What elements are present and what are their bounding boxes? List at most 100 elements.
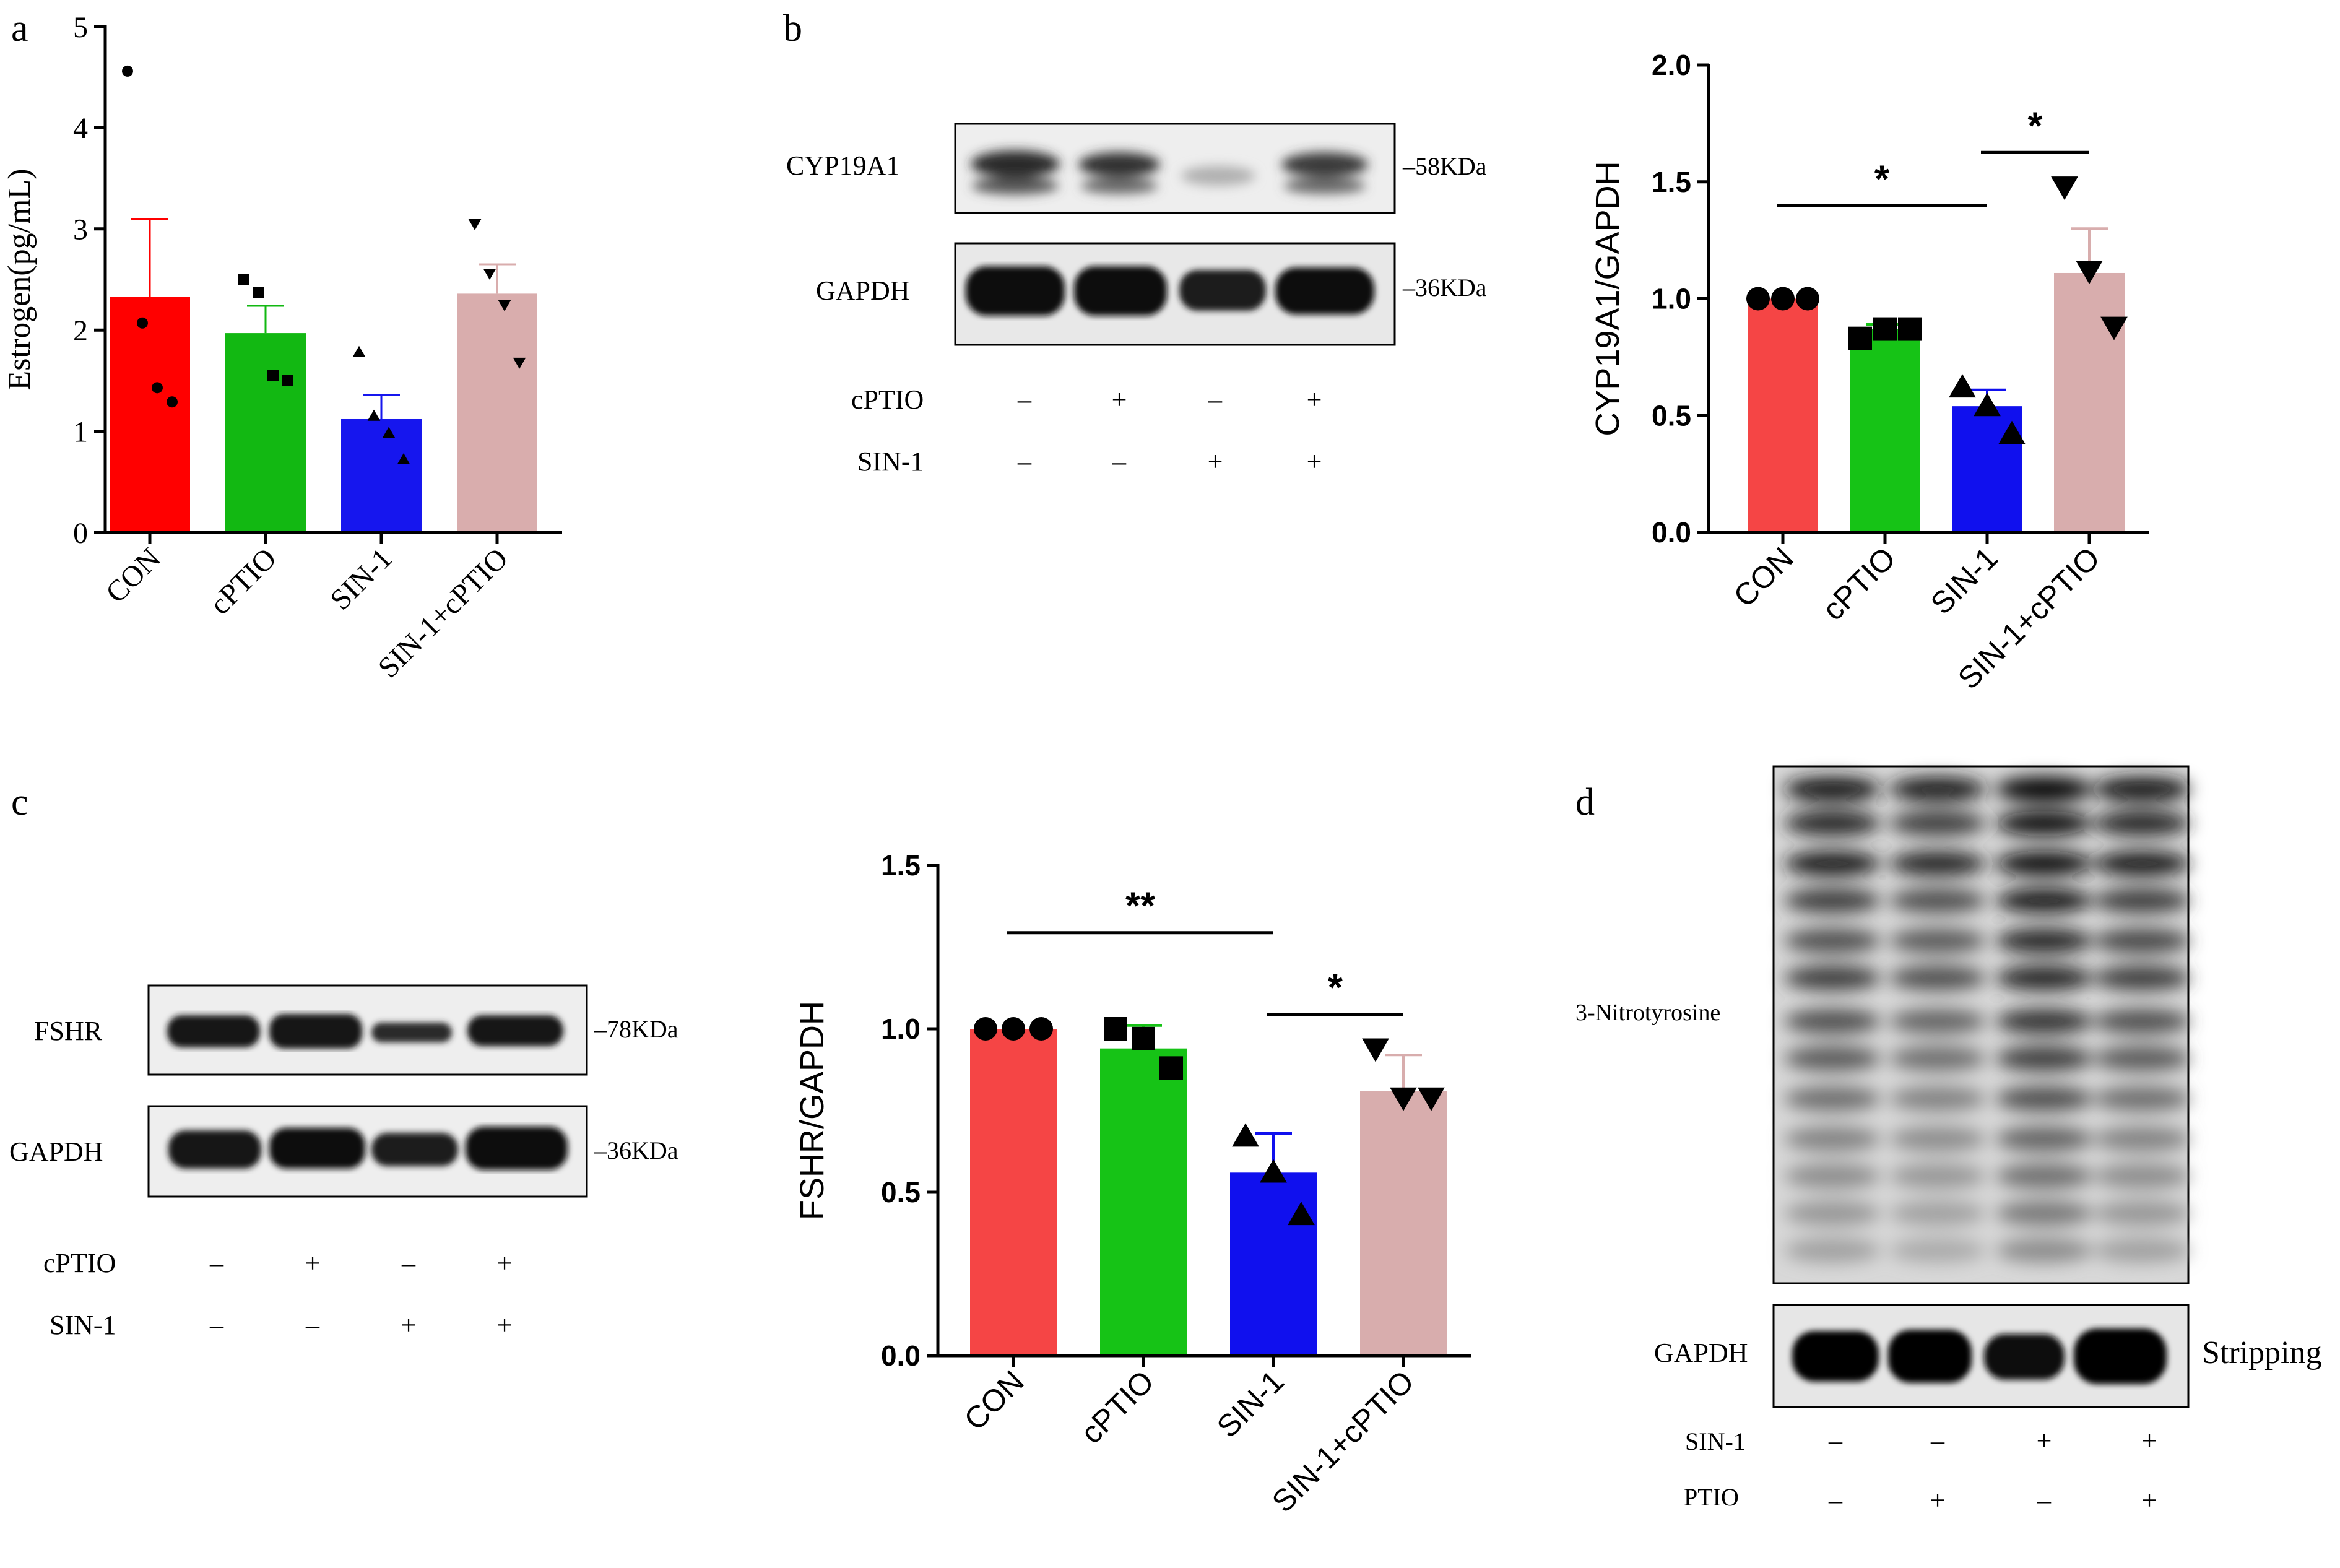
data-point (974, 1017, 997, 1041)
blot-band (371, 1133, 458, 1166)
y-tick-label: 1.0 (881, 1013, 921, 1045)
blot-c-sign: + (497, 1248, 513, 1278)
blot-d-sign: ‒ (1828, 1426, 1843, 1456)
blot-band (1784, 1127, 1881, 1151)
blot-band (2094, 1009, 2190, 1034)
blot-b-treat2-label: SIN-1 (857, 446, 924, 477)
blot-band (1784, 1238, 1881, 1263)
blot-b-sign: + (1208, 446, 1223, 477)
y-tick-label: 4 (73, 112, 88, 145)
blot-band (1784, 1201, 1881, 1226)
blot-band (1889, 1127, 1986, 1151)
y-tick-label: 5 (73, 11, 88, 44)
blot-b-row2-label: GAPDH (816, 275, 910, 306)
data-point (1873, 317, 1897, 341)
bar (1748, 298, 1818, 532)
blot-band (1996, 1009, 2092, 1034)
blot-band (1889, 929, 1986, 953)
blot-band (2094, 1201, 2190, 1226)
data-point (152, 382, 163, 394)
data-point (137, 317, 148, 329)
blot-band (1792, 1331, 1879, 1382)
blot-band (2094, 929, 2190, 953)
blot-band (1784, 966, 1881, 990)
data-point (1771, 287, 1795, 311)
data-point (1104, 1017, 1127, 1041)
blot-band (972, 177, 1059, 194)
data-point (267, 370, 279, 381)
panel-label-c: c (11, 781, 28, 823)
blot-band (1074, 266, 1167, 316)
blot-band (1889, 1238, 1986, 1263)
blot-band (1081, 178, 1158, 194)
blot-band (1179, 270, 1266, 311)
blot-d-sign: + (2037, 1426, 2052, 1456)
blot-band (1784, 851, 1881, 876)
blot-band (1889, 1086, 1986, 1111)
blot-d-sign: + (2142, 1485, 2157, 1515)
data-point (282, 375, 293, 386)
y-tick-label: 2 (73, 314, 88, 347)
blot-band (168, 1130, 261, 1169)
blot-b-row2-size: ‒36KDa (1402, 274, 1487, 301)
data-point (397, 453, 410, 465)
significance-label: * (2027, 105, 2043, 147)
data-point (1362, 1038, 1389, 1062)
blot-d-treat2-label: PTIO (1684, 1483, 1739, 1511)
blot-band (2074, 1328, 2167, 1384)
data-point (253, 287, 264, 298)
bar (1850, 329, 1920, 532)
y-tick-label: 0.0 (1652, 516, 1691, 548)
bar (225, 333, 306, 532)
x-tick-label: cPTIO (1074, 1364, 1161, 1450)
bar (970, 1029, 1057, 1356)
blot-band (1888, 1330, 1972, 1383)
blot-b-sign: + (1307, 446, 1322, 477)
data-point (167, 396, 178, 408)
y-tick-label: 2.0 (1652, 49, 1691, 81)
data-point (382, 427, 396, 438)
blot-b-sign: + (1307, 384, 1322, 415)
panel-label-a: a (11, 7, 28, 50)
blot-c-sign: + (401, 1310, 417, 1340)
data-point (1260, 1159, 1287, 1183)
data-point (1029, 1017, 1053, 1041)
data-point (468, 219, 482, 230)
blot-band (1996, 1086, 2092, 1111)
blot-band (2094, 777, 2190, 802)
blot-band (1996, 1046, 2092, 1071)
x-tick-label: SIN-1 (1924, 540, 2004, 621)
blot-band (1889, 888, 1986, 913)
data-point (1998, 420, 2026, 444)
blot-d-stripping-note: Stripping (2202, 1335, 2322, 1371)
data-point (1898, 317, 1922, 341)
y-tick-label: 1.5 (1652, 166, 1691, 198)
y-tick-label: 1.5 (881, 849, 921, 881)
blot-band (1984, 1334, 2065, 1380)
blot-b-sign: ‒ (1017, 446, 1032, 477)
blot-d-sign: ‒ (1930, 1426, 1945, 1456)
blot-band (269, 1128, 365, 1169)
blot-band (1275, 267, 1374, 314)
data-point (1796, 287, 1819, 311)
bar (1100, 1048, 1187, 1356)
blot-band (1996, 966, 2092, 990)
blot-band (2094, 888, 2190, 913)
blot-band (1181, 166, 1255, 186)
blot-band (1996, 929, 2092, 953)
blot-c-row2-label: GAPDH (9, 1137, 103, 1167)
blot-band (1784, 929, 1881, 953)
bar (2054, 272, 2125, 532)
blot-band (1996, 851, 2092, 876)
blot-b-sign: + (1112, 384, 1127, 415)
blot-band (466, 1127, 568, 1170)
x-tick-label: SIN-1 (1210, 1364, 1291, 1444)
blot-c-treat2-label: SIN-1 (50, 1310, 116, 1340)
blot-c-treat1-label: cPTIO (43, 1248, 116, 1278)
blot-band (1284, 178, 1366, 194)
data-point (1974, 392, 2001, 417)
blot-band (966, 266, 1065, 316)
blot-band (1996, 1164, 2092, 1189)
blot-band (1889, 851, 1986, 876)
